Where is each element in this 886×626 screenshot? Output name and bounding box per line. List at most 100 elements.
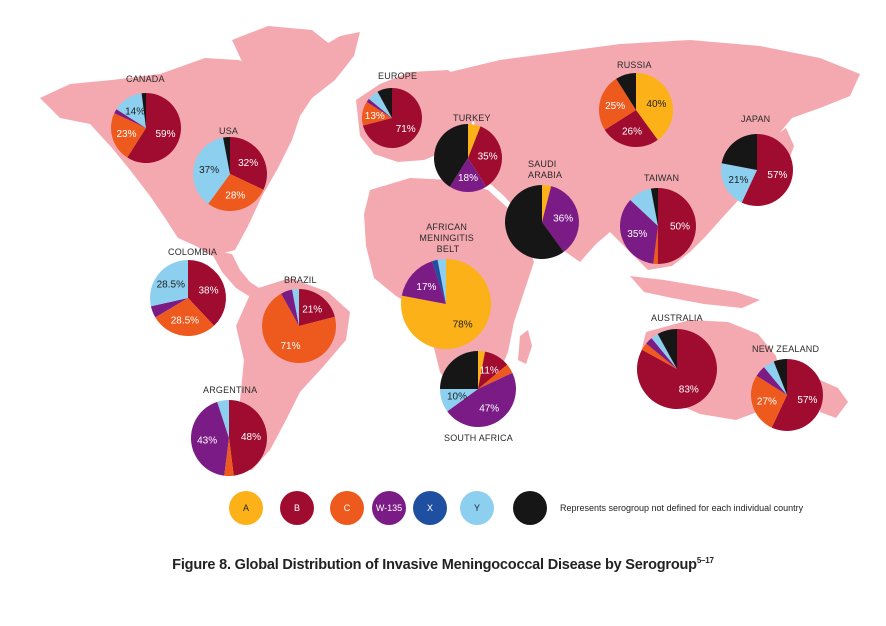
pie-saudi-arabia: 36% [504, 185, 580, 259]
pie-label-turkey-w135: 18% [458, 173, 478, 184]
pie-slice-south-africa-w135 [447, 372, 516, 427]
pie-label-russia-c: 25% [605, 101, 625, 112]
region-label-brazil: BRAZIL [284, 275, 317, 285]
pie-slice-new-zealand-b [771, 359, 823, 431]
legend-label-y: Y [474, 503, 480, 513]
pie-label-taiwan-b: 50% [670, 222, 690, 233]
region-label-australia: AUSTRALIA [651, 313, 703, 323]
pie-slice-europe-b [362, 88, 422, 149]
region-label-europe: EUROPE [378, 71, 417, 81]
pie-slice-south-africa-y [440, 389, 478, 412]
legend-swatch-b [280, 491, 314, 525]
pie-slice-russia-undefined [616, 73, 636, 110]
pie-label-colombia-y: 28.5% [157, 280, 185, 291]
region-label-usa: USA [219, 126, 238, 136]
pie-slice-colombia-y [150, 260, 188, 307]
pie-slice-new-zealand-y [764, 361, 787, 395]
legend-label-w135: W-135 [376, 503, 402, 513]
pie-slice-saudi-arabia-a [542, 185, 552, 222]
region-label-south-africa: SOUTH AFRICA [444, 433, 513, 443]
pie-label-russia-a: 40% [646, 99, 666, 110]
pie-slice-taiwan-undefined [650, 188, 658, 226]
pie-turkey: 35%18% [433, 124, 502, 192]
region-label-saudi-arabia: SAUDI ARABIA [528, 159, 562, 180]
region-label-saudi-arabia-line-2: ARABIA [528, 170, 562, 180]
region-label-amb-line-1: AFRICAN [426, 222, 467, 232]
pie-label-australia-b: 83% [679, 385, 699, 396]
landmass-north-america [40, 32, 360, 256]
pie-slice-russia-c [599, 78, 636, 130]
pie-label-usa-c: 28% [225, 190, 245, 201]
pie-slice-african-meningitis-belt-w135 [401, 261, 446, 304]
pie-label-russia-b: 26% [622, 127, 642, 138]
pie-argentina: 48% 43% [190, 400, 268, 476]
pie-slice-south-africa-b [478, 351, 508, 389]
pie-label-colombia-b: 38% [198, 285, 218, 296]
figure-caption-superscript: 5–17 [696, 556, 714, 565]
legend-swatch-undefined [513, 491, 547, 525]
pie-slice-japan-undefined [721, 134, 757, 170]
legend: A B C W-135 X Y Represents serogroup not defin… [229, 491, 804, 525]
pie-label-brazil-c: 71% [280, 341, 300, 352]
pie-label-argentina-w135: 43% [197, 436, 217, 447]
pie-label-europe-c: 13% [365, 111, 385, 122]
pie-slice-saudi-arabia-w135 [542, 186, 580, 252]
pie-japan: 57% 21% [721, 134, 793, 206]
pie-label-brazil-b: 21% [302, 305, 322, 316]
pie-slice-argentina-w135 [190, 401, 229, 476]
pie-slice-japan-b [741, 134, 793, 206]
pie-slice-canada-b [127, 93, 181, 163]
pie-label-europe-b: 71% [396, 124, 416, 135]
pie-slice-australia-c [641, 343, 677, 369]
pie-slice-taiwan-w135 [620, 199, 658, 264]
region-label-canada: CANADA [126, 74, 165, 84]
pie-label-south-africa-b: 11% [480, 366, 499, 377]
pie-slice-brazil-b [299, 289, 335, 326]
pie-slice-turkey-w135 [449, 158, 487, 192]
landmass-greenland [232, 26, 332, 86]
pie-slice-usa-c [208, 174, 264, 211]
pie-label-canada-y: 14% [125, 106, 145, 117]
pie-slice-african-meningitis-belt-a [401, 259, 492, 350]
region-label-turkey: TURKEY [453, 113, 491, 123]
pie-slice-russia-b [604, 110, 658, 147]
region-label-amb-line-2: MENINGITIS [419, 233, 474, 243]
pie-slice-brazil-y [292, 289, 299, 326]
pie-slice-australia-b [637, 329, 718, 409]
pie-usa: 32% 28% 37% [193, 137, 267, 211]
pie-slice-japan-y [721, 163, 757, 203]
pie-label-new-zealand-b: 57% [797, 395, 817, 406]
pie-russia: 40% 26% 25% [599, 73, 673, 147]
landmass-new-zealand [820, 380, 848, 418]
pie-slice-new-zealand-w135 [756, 367, 787, 395]
pie-south-africa: 11% 47% 10% [440, 351, 516, 427]
pie-slice-taiwan-y [630, 188, 658, 226]
pie-slice-usa-b [230, 137, 267, 190]
pie-slice-usa-y [193, 137, 230, 204]
pie-slice-europe-c [362, 101, 392, 126]
pie-african-meningitis-belt: 78% 17% [401, 259, 492, 350]
pie-label-saudi-arabia-w135: 36% [553, 214, 573, 225]
region-labels: CANADA USA EUROPE TURKEY RUSSIA SAUDI AR… [126, 60, 819, 443]
pie-slice-russia-a [636, 73, 673, 140]
pie-slice-taiwan-c [653, 226, 658, 264]
pie-slice-colombia-w135 [150, 298, 188, 318]
pie-label-canada-b: 59% [155, 129, 175, 140]
pie-label-japan-b: 57% [767, 170, 787, 181]
legend-label-undefined: Represents serogroup not defined for eac… [560, 503, 804, 513]
pie-label-usa-y: 37% [199, 165, 219, 176]
legend-label-b: B [294, 503, 300, 513]
pie-slice-canada-w135 [114, 109, 146, 128]
pie-slice-europe-y [368, 91, 392, 118]
pie-slice-african-meningitis-belt-x [432, 259, 446, 304]
pie-slice-colombia-b [188, 260, 226, 326]
pie-label-colombia-c: 28.5% [171, 315, 199, 326]
pie-slice-usa-undefined [223, 137, 230, 174]
pie-label-japan-y: 21% [728, 175, 748, 186]
legend-label-a: A [243, 503, 249, 513]
pie-slice-taiwan-b [658, 188, 696, 264]
pie-label-new-zealand-c: 27% [757, 396, 777, 407]
pie-slice-colombia-c [155, 298, 215, 337]
pie-slice-african-meningitis-belt-y [437, 259, 446, 304]
region-label-colombia: COLOMBIA [168, 247, 217, 257]
